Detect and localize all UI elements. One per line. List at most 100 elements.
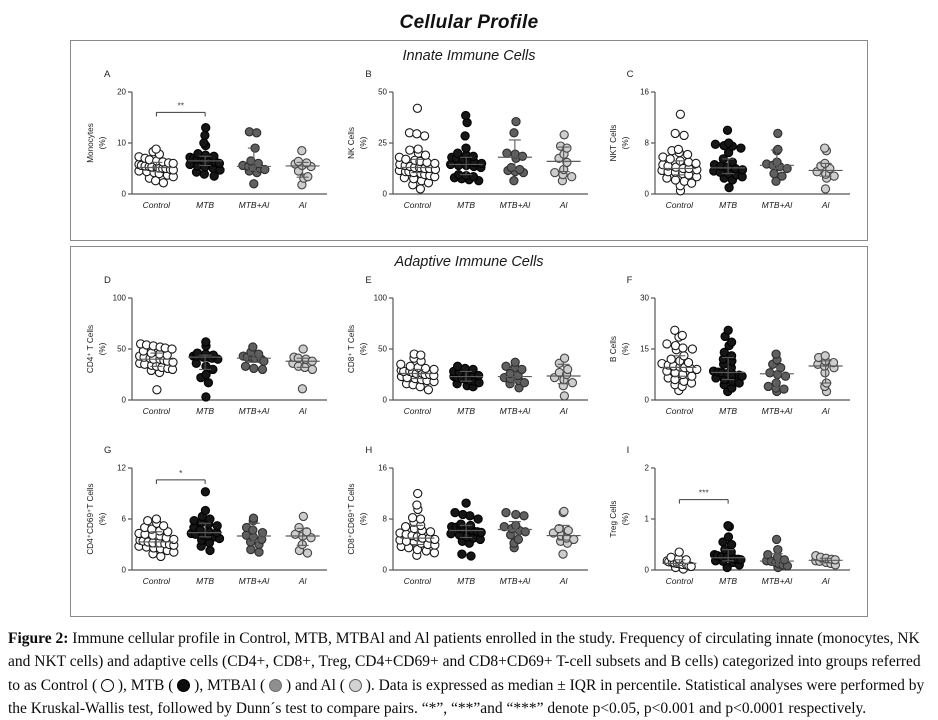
- x-tick-label: Control: [404, 200, 433, 210]
- scatter-plot-G: 0 6 12 CD4⁺CD69⁺T Cells (%) Control MTB MTB+Al A…: [86, 464, 327, 586]
- subplot-letter-B: B: [365, 69, 372, 80]
- data-point: [670, 175, 680, 185]
- data-point: [771, 534, 781, 545]
- data-point: [777, 171, 787, 181]
- data-point: [413, 144, 424, 154]
- data-point: [412, 129, 422, 139]
- data-point: [302, 527, 312, 537]
- y-axis-unit-label: (%): [359, 512, 368, 525]
- data-point: [506, 162, 517, 173]
- data-point: [430, 534, 440, 545]
- y-axis-label: CD8⁺CD69⁺T Cells: [347, 483, 356, 554]
- x-tick-label: Control: [665, 200, 694, 210]
- group-al: [808, 351, 843, 397]
- data-point: [416, 350, 426, 360]
- data-point: [772, 144, 783, 155]
- significance-bracket: *: [155, 468, 206, 484]
- y-axis-label: Monocytes: [86, 123, 95, 163]
- data-point: [675, 109, 685, 119]
- data-point: [771, 349, 781, 359]
- significance-label: *: [179, 468, 183, 478]
- y-tick-label: 0: [383, 566, 388, 575]
- x-tick-label: MTB: [719, 200, 737, 210]
- data-point: [200, 505, 211, 516]
- data-point: [143, 516, 153, 526]
- y-tick-label: 16: [640, 88, 649, 97]
- data-point: [691, 364, 702, 375]
- group-mtbal: [498, 116, 533, 186]
- data-point: [737, 371, 747, 381]
- y-axis-label: Treg Cells: [609, 500, 618, 537]
- data-point: [762, 550, 773, 560]
- data-point: [298, 344, 308, 354]
- data-point: [558, 549, 568, 559]
- y-axis-unit-label: (%): [621, 342, 630, 355]
- data-point: [167, 344, 177, 354]
- data-point: [461, 143, 471, 153]
- data-point: [735, 143, 746, 153]
- scatter-plot-I: 0 1 2 Treg Cells (%) Control MTB MTB+Al Al ***: [609, 464, 850, 586]
- scatter-plot-H: 0 8 16 CD8⁺CD69⁺T Cells (%) Control MTB MTB+Al A…: [347, 464, 589, 586]
- subplot-letter-A: A: [104, 69, 111, 80]
- figure-page: Cellular Profile Innate Immune Cells A 0 1…: [0, 12, 938, 720]
- data-point: [450, 507, 460, 518]
- figure-caption-label: Figure 2:: [8, 630, 73, 647]
- data-point: [682, 149, 692, 160]
- group-control: [657, 109, 702, 196]
- y-axis-unit-label: (%): [98, 342, 107, 355]
- data-point: [468, 364, 479, 375]
- data-point: [562, 157, 572, 168]
- y-tick-label: 0: [122, 396, 127, 405]
- data-point: [775, 363, 786, 373]
- data-point: [257, 364, 268, 375]
- adaptive-panel: Adaptive Immune Cells D 0 50 100 CD4⁺ T Cell…: [70, 246, 868, 617]
- data-point: [737, 165, 747, 175]
- data-point: [408, 513, 418, 523]
- y-tick-label: 6: [122, 515, 127, 524]
- data-point: [426, 527, 436, 537]
- data-point: [782, 163, 792, 174]
- data-point: [763, 381, 773, 392]
- data-point: [723, 520, 733, 531]
- data-point: [430, 548, 440, 558]
- y-tick-label: 8: [383, 515, 388, 524]
- data-point: [401, 522, 411, 532]
- data-point: [666, 354, 676, 364]
- y-tick-label: 25: [378, 139, 387, 148]
- subplot-D: D 0 50 100 CD4⁺ T Cells (%) Control MTB MTB+Al Al: [77, 272, 338, 442]
- data-point: [421, 150, 431, 160]
- y-axis-label: NKT Cells: [609, 125, 618, 162]
- adaptive-panel-header: Adaptive Immune Cells: [394, 254, 544, 270]
- y-tick-label: 0: [383, 396, 388, 405]
- data-point: [677, 330, 687, 341]
- y-tick-label: 8: [644, 139, 649, 148]
- data-point: [563, 525, 574, 536]
- significance-bracket: **: [155, 100, 206, 117]
- group-control: [396, 349, 439, 395]
- group-mtb: [188, 337, 223, 402]
- data-point: [212, 521, 222, 531]
- data-point: [567, 172, 577, 182]
- x-tick-label: MTB: [196, 406, 214, 416]
- data-point: [509, 176, 519, 186]
- data-point: [158, 521, 169, 531]
- data-point: [429, 364, 439, 375]
- y-axis-label: NK Cells: [347, 127, 356, 159]
- data-point: [514, 534, 524, 545]
- data-point: [674, 547, 684, 557]
- data-point: [307, 364, 318, 375]
- scatter-plot-B: 0 25 50 NK Cells (%) Control MTB MTB+Al Al: [347, 88, 589, 210]
- data-point: [501, 507, 511, 518]
- x-tick-label: Al: [821, 576, 831, 586]
- data-point: [686, 561, 696, 572]
- subplot-G: G 0 6 12 CD4⁺CD69⁺T Cells (%) Control MTB MTB+Al…: [77, 442, 338, 612]
- y-tick-label: 0: [644, 396, 649, 405]
- group-control: [135, 339, 178, 395]
- data-point: [769, 168, 779, 179]
- data-point: [477, 158, 487, 169]
- group-mtb: [185, 123, 225, 181]
- x-tick-label: Control: [143, 200, 172, 210]
- y-tick-label: 16: [378, 464, 387, 473]
- x-tick-label: Al: [559, 406, 569, 416]
- group-al: [546, 506, 581, 559]
